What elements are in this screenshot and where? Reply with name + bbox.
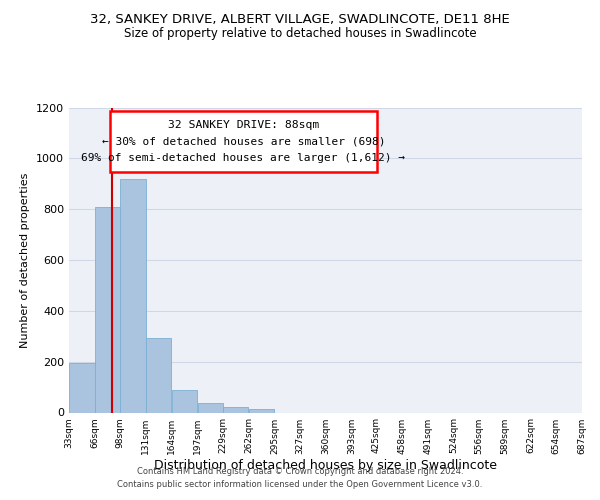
- Text: Contains HM Land Registry data © Crown copyright and database right 2024.: Contains HM Land Registry data © Crown c…: [137, 467, 463, 476]
- Bar: [120, 178, 146, 412]
- X-axis label: Distribution of detached houses by size in Swadlincote: Distribution of detached houses by size …: [154, 460, 497, 472]
- Text: 69% of semi-detached houses are larger (1,612) →: 69% of semi-detached houses are larger (…: [82, 154, 406, 164]
- Y-axis label: Number of detached properties: Number of detached properties: [20, 172, 31, 348]
- Text: Size of property relative to detached houses in Swadlincote: Size of property relative to detached ho…: [124, 28, 476, 40]
- Bar: [70, 363, 95, 412]
- Bar: [249, 410, 274, 412]
- Text: ← 30% of detached houses are smaller (698): ← 30% of detached houses are smaller (69…: [101, 136, 385, 146]
- Bar: [172, 390, 197, 412]
- Text: 32 SANKEY DRIVE: 88sqm: 32 SANKEY DRIVE: 88sqm: [168, 120, 319, 130]
- Bar: [223, 408, 248, 412]
- FancyBboxPatch shape: [110, 110, 377, 172]
- Bar: [146, 338, 172, 412]
- Text: 32, SANKEY DRIVE, ALBERT VILLAGE, SWADLINCOTE, DE11 8HE: 32, SANKEY DRIVE, ALBERT VILLAGE, SWADLI…: [90, 12, 510, 26]
- Bar: [198, 403, 223, 412]
- Bar: [95, 206, 121, 412]
- Text: Contains public sector information licensed under the Open Government Licence v3: Contains public sector information licen…: [118, 480, 482, 489]
